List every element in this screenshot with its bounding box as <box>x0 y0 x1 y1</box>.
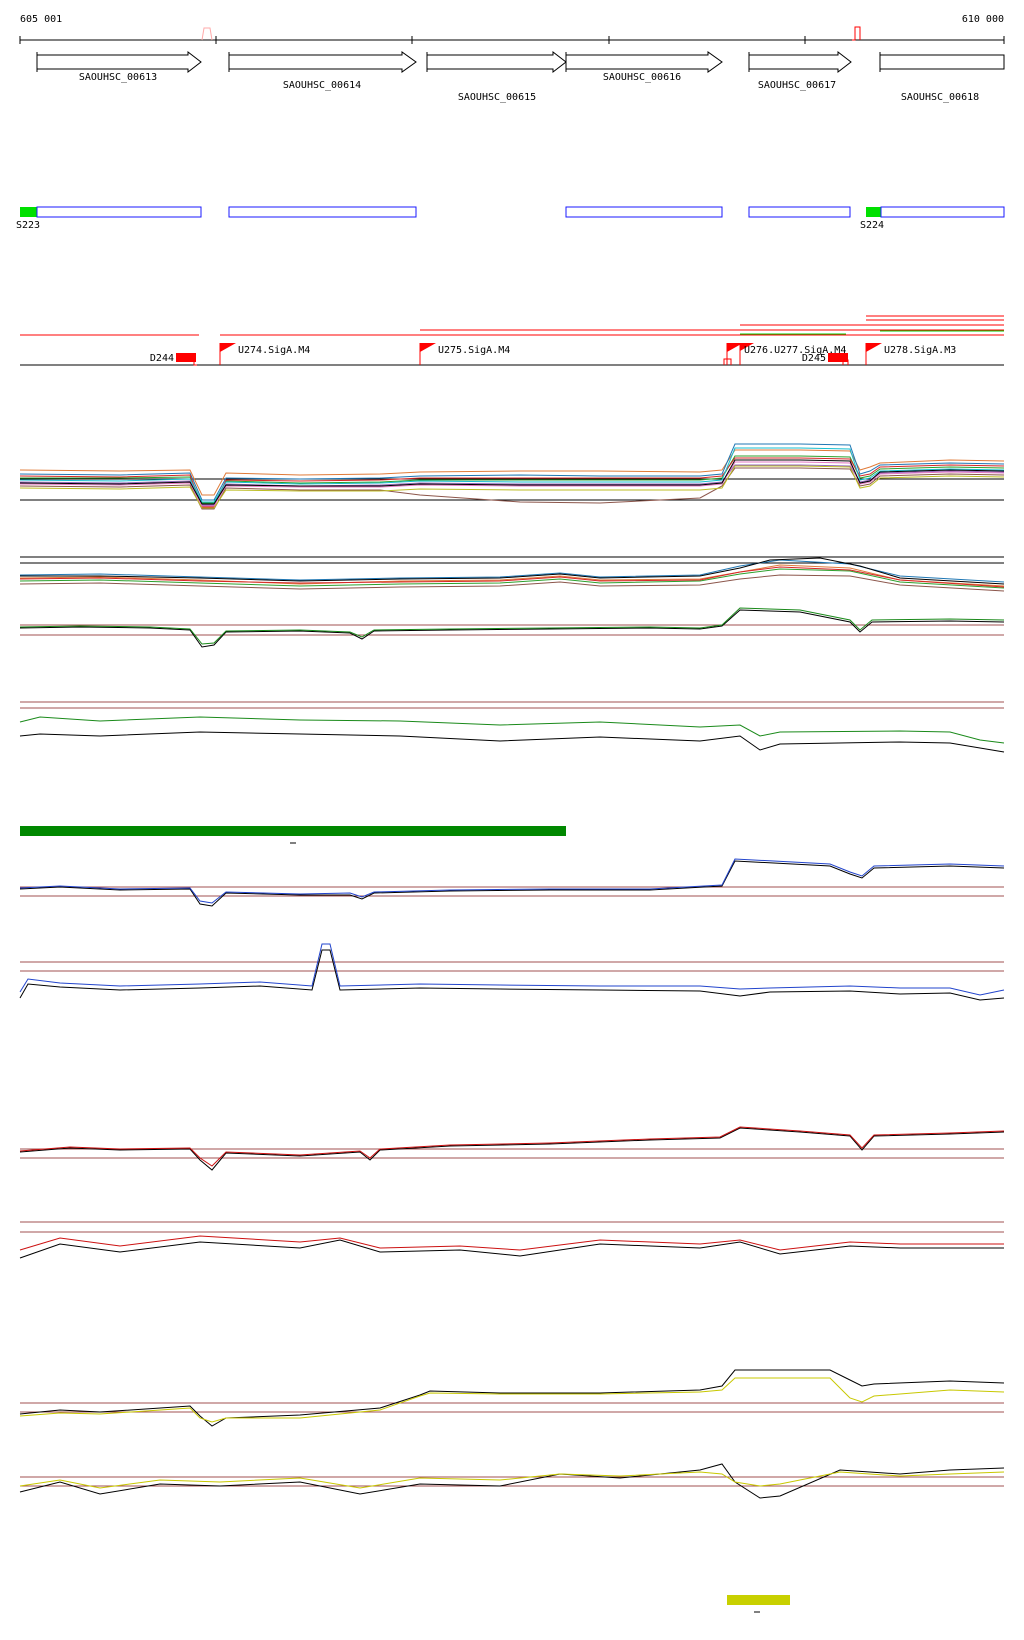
gene-label: SAOUHSC_00618 <box>901 92 979 103</box>
promoter-u278[interactable]: U278.SigA.M3 <box>865 343 956 365</box>
regulatory-label: D244 <box>150 353 174 364</box>
gene-label: SAOUHSC_00615 <box>458 92 536 103</box>
gene-saouhsc-00617[interactable]: SAOUHSC_00617 <box>748 50 852 91</box>
segment-track: S223 S224 <box>16 206 1005 231</box>
gene-saouhsc-00616[interactable]: SAOUHSC_00616 <box>565 51 723 83</box>
promoter-u276-u277[interactable]: U276.U277.SigA.M4 <box>723 343 846 365</box>
expression-panel-yellow-2 <box>19 1463 1005 1499</box>
segment-box[interactable] <box>228 206 417 218</box>
regulatory-track: D244 U274.SigA.M4 U275.SigA.M4 U276.U277… <box>20 315 1004 366</box>
regulatory-label: D245 <box>802 353 826 364</box>
regulatory-label: U278.SigA.M3 <box>884 345 956 356</box>
gene-saouhsc-00615[interactable]: SAOUHSC_00615 <box>426 50 567 103</box>
ruler-start-label: 605 001 <box>20 14 62 25</box>
gene-label: SAOUHSC_00613 <box>79 72 157 83</box>
segment-box[interactable] <box>36 206 202 218</box>
gene-label: SAOUHSC_00614 <box>283 80 361 91</box>
segment-start-marker <box>866 207 881 217</box>
gene-label: SAOUHSC_00616 <box>603 72 681 83</box>
promoter-u274[interactable]: U274.SigA.M4 <box>219 343 310 365</box>
segment-box[interactable] <box>880 206 1005 218</box>
gene-label: SAOUHSC_00617 <box>758 80 836 91</box>
expression-panel-green-2 <box>19 701 1005 753</box>
promoter-u275[interactable]: U275.SigA.M4 <box>419 343 510 365</box>
expression-panel-green-1 <box>19 607 1005 648</box>
gene-saouhsc-00613[interactable]: SAOUHSC_00613 <box>36 50 202 83</box>
segment-label-s223: S223 <box>16 220 40 231</box>
segment-start-marker <box>20 207 37 217</box>
gene-saouhsc-00614[interactable]: SAOUHSC_00614 <box>228 51 417 91</box>
expression-panel-conditions-2 <box>19 556 1005 592</box>
terminator-d244[interactable]: D244 <box>150 353 197 366</box>
gene-saouhsc-00618[interactable]: SAOUHSC_00618 <box>879 52 1005 103</box>
regulatory-label: U276.U277.SigA.M4 <box>744 345 846 356</box>
ruler-end-label: 610 000 <box>962 14 1004 25</box>
expression-panel-blue-2 <box>19 943 1005 1001</box>
expression-panel-red-1 <box>19 1126 1005 1171</box>
expression-panel-blue-1 <box>19 858 1005 907</box>
green-region-bar[interactable] <box>20 826 566 836</box>
expression-panel-red-2 <box>19 1221 1004 1259</box>
expression-panel-all-conditions <box>19 443 1005 510</box>
terminator-d245[interactable]: D245 <box>802 353 849 365</box>
coordinate-ruler: 605 001 610 000 <box>19 14 1005 44</box>
regulatory-label: U275.SigA.M4 <box>438 345 510 356</box>
expression-panel-yellow-1 <box>19 1369 1005 1427</box>
segment-label-s224: S224 <box>860 220 884 231</box>
segment-box[interactable] <box>748 206 851 218</box>
gene-track: SAOUHSC_00613 SAOUHSC_00614 SAOUHSC_0061… <box>36 50 1005 103</box>
segment-box[interactable] <box>565 206 723 218</box>
regulatory-label: U274.SigA.M4 <box>238 345 310 356</box>
yellow-region-bar[interactable] <box>727 1595 790 1605</box>
